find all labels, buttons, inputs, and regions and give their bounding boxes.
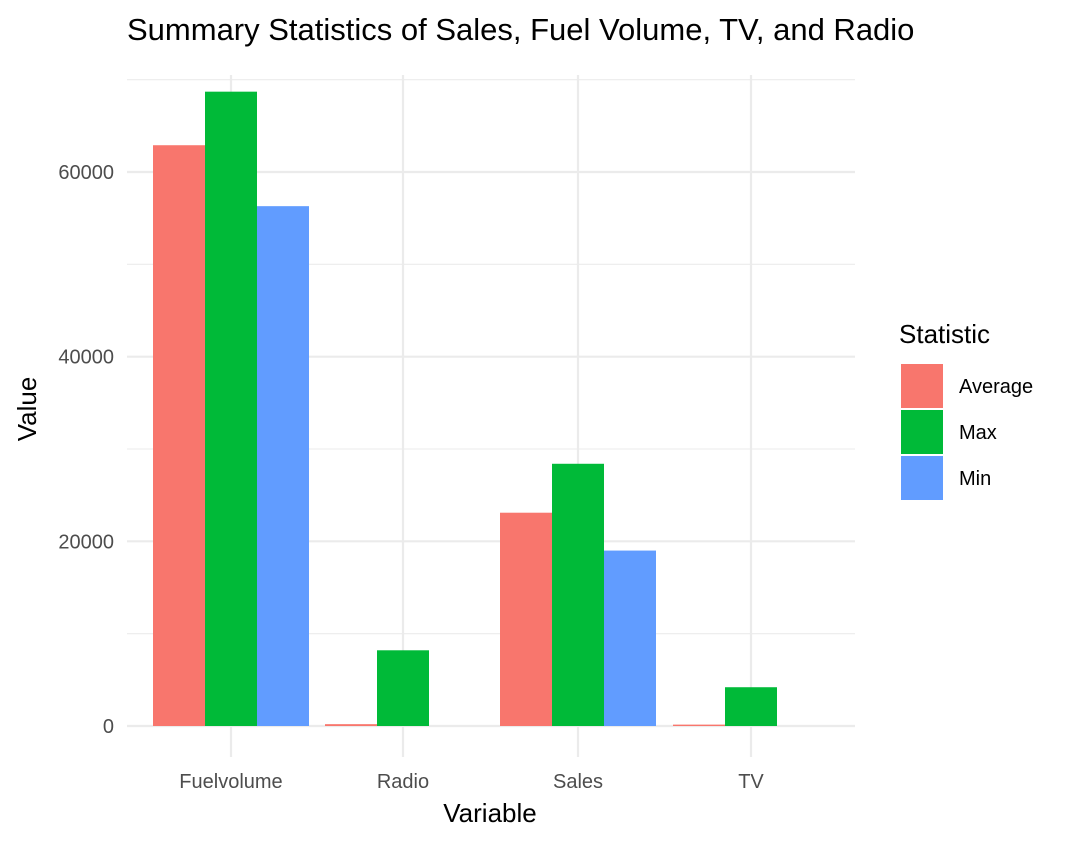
- y-axis-ticks: 0 20000 40000 60000: [58, 162, 114, 738]
- y-tick-label: 60000: [58, 162, 114, 184]
- x-tick-label: Sales: [553, 771, 603, 793]
- y-tick-label: 20000: [58, 531, 114, 553]
- legend: Statistic Average Max Min: [899, 319, 1033, 500]
- bar-sales-average: [500, 512, 552, 726]
- legend-key-max: [901, 410, 943, 454]
- bar-tv-average: [673, 724, 725, 726]
- legend-title: Statistic: [899, 319, 990, 349]
- x-axis-title: Variable: [443, 798, 536, 828]
- bar-sales-min: [604, 550, 656, 726]
- bar-fuelvolume-min: [257, 206, 309, 726]
- x-axis-ticks: Fuelvolume Radio Sales TV: [179, 771, 764, 793]
- chart-title: Summary Statistics of Sales, Fuel Volume…: [127, 12, 914, 47]
- legend-label-min: Min: [959, 468, 991, 490]
- x-tick-label: Radio: [377, 771, 429, 793]
- x-tick-label: TV: [738, 771, 764, 793]
- legend-label-average: Average: [959, 376, 1033, 398]
- bars: [153, 91, 777, 727]
- legend-key-min: [901, 456, 943, 500]
- y-axis-title: Value: [12, 377, 42, 442]
- bar-tv-max: [725, 687, 777, 726]
- y-tick-label: 0: [103, 716, 114, 738]
- legend-label-max: Max: [959, 422, 997, 444]
- bar-radio-average: [325, 724, 377, 726]
- legend-key-average: [901, 364, 943, 408]
- bar-radio-max: [377, 650, 429, 726]
- y-tick-label: 40000: [58, 347, 114, 369]
- bar-fuelvolume-average: [153, 145, 205, 726]
- bar-fuelvolume-max: [205, 91, 257, 727]
- x-tick-label: Fuelvolume: [179, 771, 282, 793]
- bar-sales-max: [552, 463, 604, 726]
